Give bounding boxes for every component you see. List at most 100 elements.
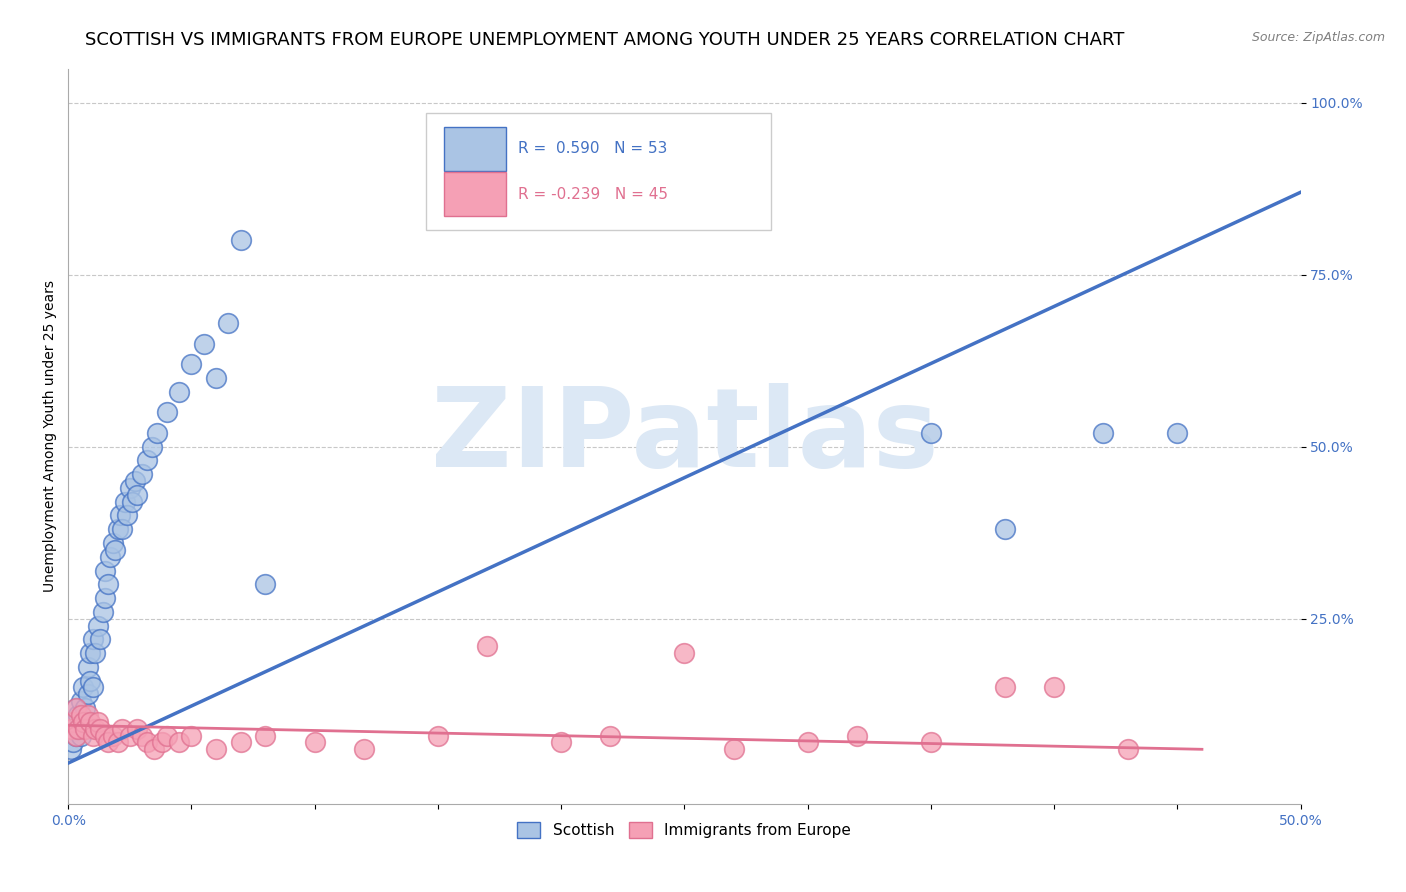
Point: [193, 336, 215, 351]
Point: [111, 722, 134, 736]
Point: [550, 735, 572, 749]
Point: [65, 701, 87, 715]
Point: [62, 714, 84, 729]
Point: [72, 714, 94, 729]
Point: [156, 405, 179, 419]
Point: [79, 673, 101, 688]
Point: [82, 632, 104, 647]
Point: [89, 722, 111, 736]
Point: [79, 714, 101, 729]
Point: [136, 735, 159, 749]
Point: [353, 742, 375, 756]
Point: [156, 729, 179, 743]
Point: [229, 735, 252, 749]
Point: [131, 467, 153, 482]
Point: [127, 722, 149, 736]
Point: [114, 494, 136, 508]
Point: [1116, 742, 1139, 756]
Text: Source: ZipAtlas.com: Source: ZipAtlas.com: [1251, 31, 1385, 45]
Point: [72, 714, 94, 729]
Point: [167, 384, 190, 399]
Point: [180, 357, 202, 371]
Text: R = -0.239   N = 45: R = -0.239 N = 45: [517, 186, 668, 202]
Point: [69, 694, 91, 708]
Point: [84, 646, 107, 660]
Point: [1166, 425, 1188, 440]
FancyBboxPatch shape: [426, 112, 770, 230]
Point: [131, 729, 153, 743]
Point: [167, 735, 190, 749]
Point: [82, 681, 104, 695]
Point: [69, 729, 91, 743]
Point: [67, 707, 90, 722]
Point: [121, 494, 143, 508]
Point: [150, 735, 173, 749]
Point: [118, 729, 141, 743]
Point: [920, 735, 942, 749]
Point: [62, 714, 84, 729]
Point: [69, 707, 91, 722]
Point: [141, 440, 163, 454]
Point: [845, 729, 868, 743]
Point: [796, 735, 818, 749]
Point: [77, 660, 100, 674]
Point: [97, 577, 120, 591]
Point: [143, 742, 166, 756]
Point: [136, 453, 159, 467]
Point: [229, 234, 252, 248]
Point: [205, 742, 228, 756]
Point: [91, 605, 114, 619]
Text: R =  0.590   N = 53: R = 0.590 N = 53: [517, 141, 668, 156]
Point: [59, 722, 82, 736]
Point: [79, 646, 101, 660]
Point: [111, 522, 134, 536]
Point: [65, 729, 87, 743]
Point: [98, 549, 121, 564]
Point: [304, 735, 326, 749]
Point: [94, 729, 117, 743]
Point: [65, 729, 87, 743]
Point: [217, 316, 239, 330]
Point: [994, 522, 1017, 536]
Point: [117, 508, 139, 523]
Point: [67, 722, 90, 736]
Point: [87, 714, 110, 729]
Point: [87, 618, 110, 632]
Point: [82, 729, 104, 743]
Point: [101, 729, 124, 743]
Point: [723, 742, 745, 756]
Point: [75, 701, 97, 715]
Point: [124, 474, 146, 488]
Point: [59, 742, 82, 756]
Text: ZIPatlas: ZIPatlas: [430, 383, 938, 490]
Point: [180, 729, 202, 743]
Legend: Scottish, Immigrants from Europe: Scottish, Immigrants from Europe: [512, 816, 858, 845]
Point: [254, 577, 277, 591]
Point: [84, 722, 107, 736]
Point: [62, 735, 84, 749]
Text: SCOTTISH VS IMMIGRANTS FROM EUROPE UNEMPLOYMENT AMONG YOUTH UNDER 25 YEARS CORRE: SCOTTISH VS IMMIGRANTS FROM EUROPE UNEMP…: [84, 31, 1125, 49]
Point: [77, 707, 100, 722]
Point: [146, 425, 169, 440]
Point: [426, 729, 449, 743]
Point: [254, 729, 277, 743]
Point: [67, 722, 90, 736]
Point: [101, 536, 124, 550]
Point: [205, 371, 228, 385]
FancyBboxPatch shape: [444, 172, 506, 216]
Point: [107, 522, 129, 536]
FancyBboxPatch shape: [444, 127, 506, 171]
Point: [94, 564, 117, 578]
Point: [920, 425, 942, 440]
Point: [477, 639, 499, 653]
Point: [1092, 425, 1115, 440]
Point: [1043, 681, 1066, 695]
Point: [94, 591, 117, 605]
Point: [72, 681, 94, 695]
Point: [75, 722, 97, 736]
Point: [107, 735, 129, 749]
Point: [104, 542, 127, 557]
Point: [673, 646, 696, 660]
Point: [994, 681, 1017, 695]
Point: [599, 729, 621, 743]
